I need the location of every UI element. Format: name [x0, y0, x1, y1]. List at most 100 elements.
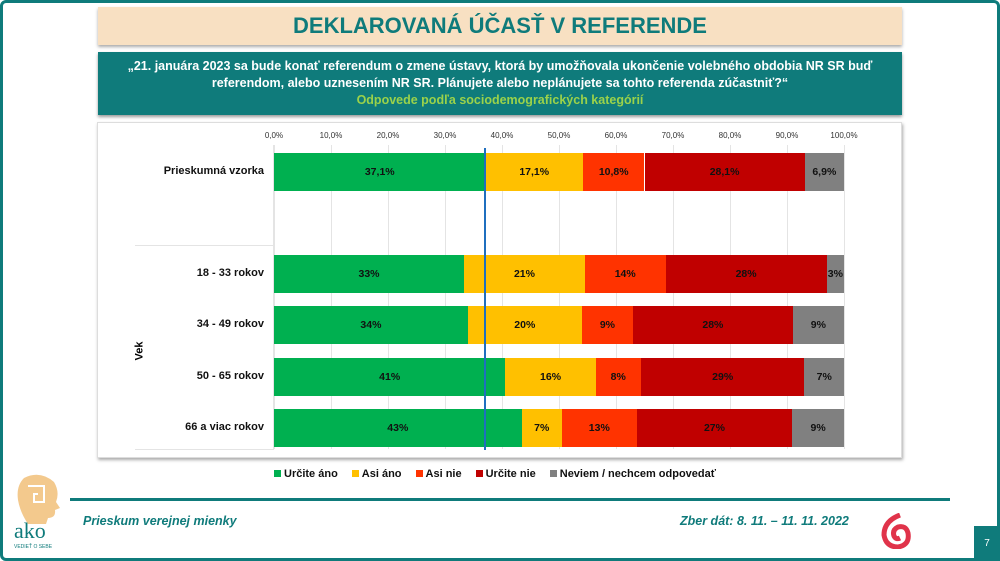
gridline: [559, 145, 560, 449]
legend-swatch: [351, 470, 359, 477]
legend-label: Asi áno: [361, 468, 402, 480]
bar-segment: 37,1%: [274, 153, 486, 191]
data-label: 20%: [514, 319, 536, 331]
data-label: 37,1%: [364, 166, 395, 178]
data-label: 17,1%: [519, 166, 550, 178]
category-label: 18 - 33 rokov: [196, 267, 264, 279]
gridline: [388, 145, 389, 449]
data-label: 9%: [599, 319, 616, 331]
data-label: 28%: [735, 268, 757, 280]
data-label: 6,9%: [812, 166, 837, 178]
bar-segment: 41%: [274, 358, 506, 396]
bar-segment: 9%: [792, 306, 844, 344]
group-label-vek: Vek: [133, 341, 146, 361]
category-label: Prieskumná vzorka: [163, 165, 264, 177]
gridline: [730, 145, 731, 449]
gridline: [844, 145, 845, 449]
legend-item: Asi nie: [415, 468, 462, 480]
label-divider: [135, 449, 274, 450]
legend-label: Neviem / nechcem odpovedať: [559, 468, 717, 480]
gridline: [673, 145, 674, 449]
data-label: 9%: [810, 422, 826, 434]
svg-text:ako: ako: [14, 518, 46, 543]
label-divider: [135, 245, 274, 246]
bar-segment: 9%: [581, 306, 634, 344]
data-label: 28,1%: [709, 166, 740, 178]
gridline: [616, 145, 617, 449]
data-label: 8%: [610, 371, 626, 383]
legend-label: Určite áno: [284, 468, 338, 480]
x-tick-label: 70,0%: [661, 131, 685, 140]
legend-swatch: [415, 470, 423, 477]
bar-segment: 8%: [595, 358, 641, 396]
question-subtitle: Odpovede podľa sociodemografických kateg…: [356, 93, 644, 107]
x-tick-label: 90,0%: [775, 131, 799, 140]
bar-segment: 33%: [274, 255, 464, 293]
data-label: 33%: [358, 268, 380, 280]
footer-divider: [70, 498, 950, 501]
data-label: 14%: [614, 268, 636, 280]
bar-segment: 6,9%: [804, 153, 844, 191]
data-label: 43%: [387, 422, 409, 434]
bar-segment: 27%: [636, 409, 793, 447]
gridline: [502, 145, 503, 449]
bar-segment: 7%: [521, 409, 562, 447]
stacked-bar-chart: Určite áno Asi áno Asi nie Určite nie Neviem…: [97, 122, 902, 480]
data-label: 29%: [712, 371, 734, 383]
legend-swatch: [475, 470, 483, 477]
bar-segment: 28%: [633, 306, 793, 344]
ako-logo: ako VEDIEŤ O SEBE: [10, 472, 70, 552]
x-tick-label: 80,0%: [718, 131, 742, 140]
data-label: 10,8%: [598, 166, 629, 178]
question-line-2: referendom, alebo uznesením NR SR. Plánu…: [211, 76, 789, 90]
legend-label: Určite nie: [485, 468, 536, 480]
x-tick-label: 60,0%: [604, 131, 628, 140]
bar-segment: 28%: [665, 255, 827, 293]
bar-segment: 3%: [826, 255, 844, 293]
data-label: 7%: [534, 422, 550, 434]
bar-segment: 29%: [640, 358, 805, 396]
footer-date-range: Zber dát: 8. 11. – 11. 11. 2022: [680, 514, 849, 528]
bar-segment: 21%: [464, 255, 585, 293]
category-label: 66 a viac rokov: [185, 421, 264, 433]
gridline: [787, 145, 788, 449]
legend-swatch: [549, 470, 557, 477]
bar-segment: 34%: [274, 306, 468, 344]
gridline: [274, 145, 275, 449]
bar-segment: 28,1%: [644, 153, 805, 191]
data-label: 13%: [588, 422, 610, 434]
legend-swatch: [274, 470, 281, 477]
category-label: 34 - 49 rokov: [196, 318, 264, 330]
page-title: DEKLAROVANÁ ÚČASŤ V REFERENDE: [98, 7, 902, 45]
data-label: 7%: [816, 371, 832, 383]
data-label: 16%: [540, 371, 562, 383]
question-box: „21. januára 2023 sa bude konať referend…: [98, 52, 902, 115]
x-tick-label: 0,0%: [264, 131, 284, 140]
page-number: 7: [974, 526, 1000, 561]
legend-item: Neviem / nechcem odpovedať: [549, 468, 717, 480]
bar-segment: 43%: [274, 409, 522, 447]
reference-line: [484, 148, 487, 450]
gridline: [445, 145, 446, 449]
data-label: 21%: [513, 268, 535, 280]
legend: Určite áno Asi áno Asi nie Určite nie Neviem…: [274, 468, 716, 480]
legend-label: Asi nie: [425, 468, 462, 480]
data-label: 28%: [702, 319, 724, 331]
bar-segment: 9%: [792, 409, 844, 447]
bar-segment: 16%: [505, 358, 596, 396]
label-column-line: [273, 145, 274, 449]
gridline: [331, 145, 332, 449]
x-tick-label: 10,0%: [319, 131, 343, 140]
x-tick-label: 40,0%: [490, 131, 514, 140]
footer-survey-label: Prieskum verejnej mienky: [83, 514, 237, 528]
legend-item: Určite nie: [475, 468, 536, 480]
bar-segment: 14%: [584, 255, 666, 293]
bar-segment: 20%: [467, 306, 582, 344]
bar-segment: 13%: [561, 409, 637, 447]
data-label: 41%: [379, 371, 401, 383]
data-label: 9%: [810, 319, 826, 331]
svg-text:VEDIEŤ O SEBE: VEDIEŤ O SEBE: [14, 542, 53, 550]
broadcaster-logo: [880, 512, 912, 554]
data-label: 3%: [827, 268, 843, 280]
